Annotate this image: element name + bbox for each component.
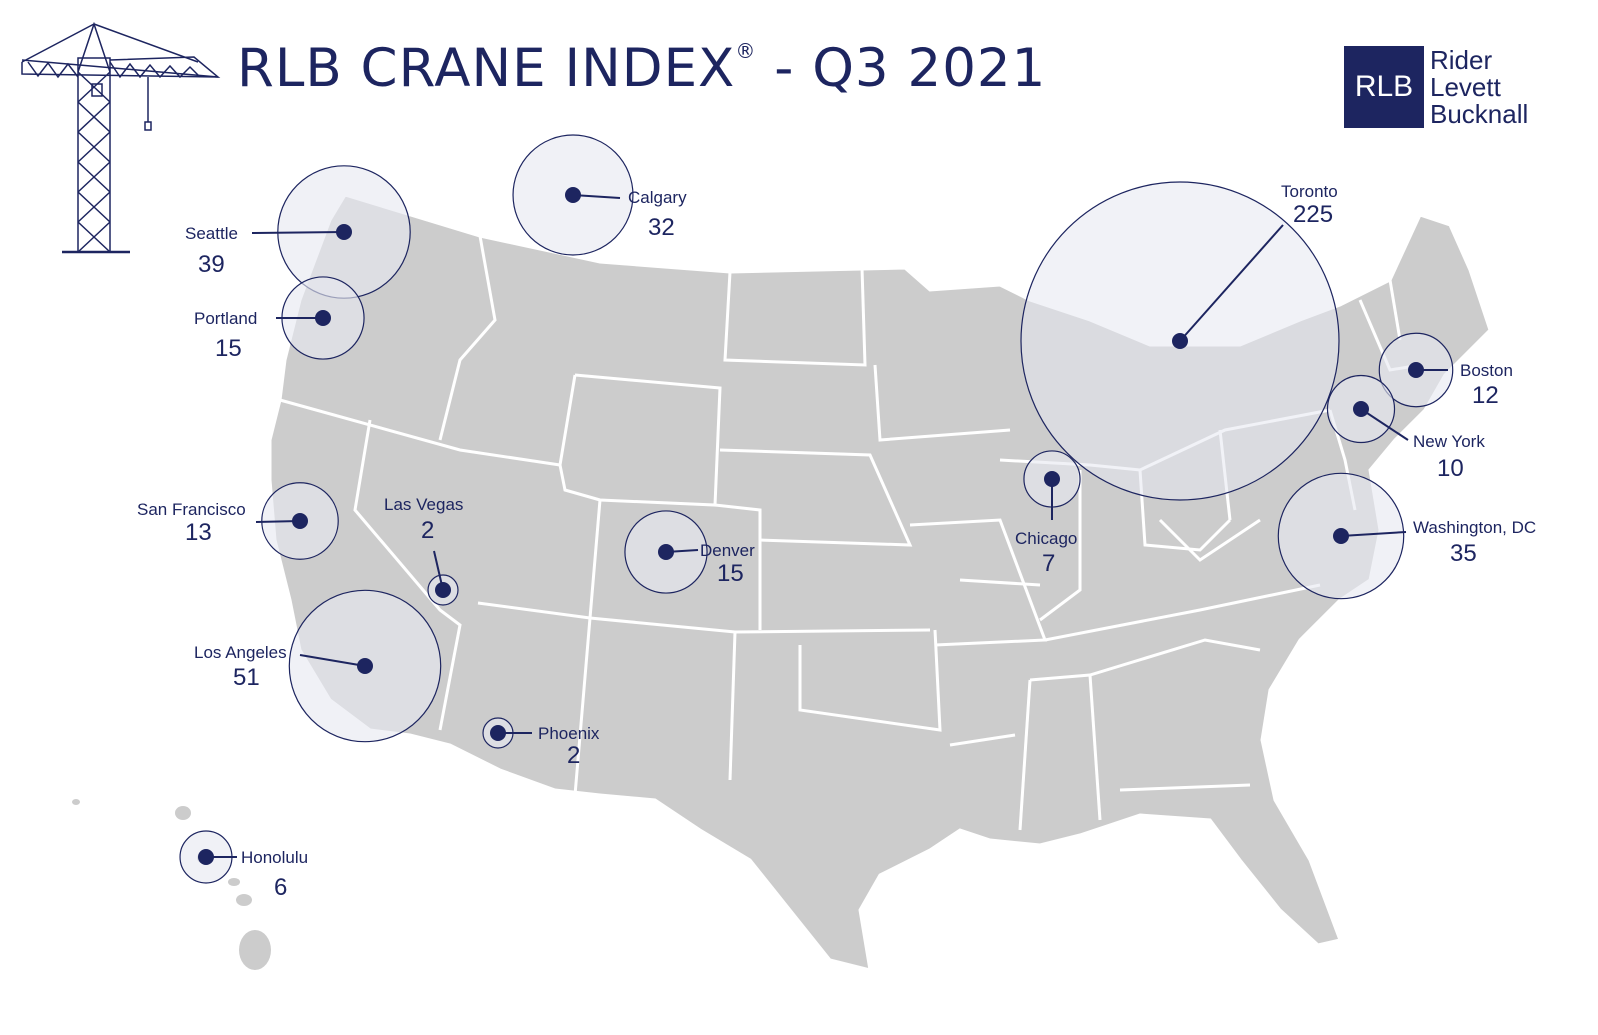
logo-abbrev: RLB — [1344, 46, 1424, 128]
city-count-seattle: 39 — [198, 251, 225, 278]
city-name-calgary: Calgary — [628, 188, 687, 207]
city-count-san-francisco: 13 — [185, 519, 212, 546]
leader-line-new-york — [1360, 408, 1409, 441]
leader-line-los-angeles — [299, 654, 366, 667]
city-name-washington-dc: Washington, DC — [1413, 518, 1537, 537]
logo-words: Rider Levett Bucknall — [1424, 46, 1528, 128]
city-dot-seattle — [336, 224, 352, 240]
city-count-toronto: 225 — [1293, 201, 1334, 228]
city-count-portland: 15 — [215, 335, 242, 362]
registered-mark: ® — [735, 39, 757, 63]
city-count-new-york: 10 — [1437, 455, 1464, 482]
city-name-honolulu: Honolulu — [241, 848, 309, 867]
city-count-boston: 12 — [1472, 382, 1499, 409]
city-dot-washington-dc — [1333, 528, 1349, 544]
city-name-toronto: Toronto — [1281, 182, 1338, 201]
city-dot-phoenix — [490, 725, 506, 741]
city-dot-los-angeles — [357, 658, 373, 674]
crane-icon — [21, 22, 221, 254]
city-name-portland: Portland — [194, 309, 258, 328]
city-dot-honolulu — [198, 849, 214, 865]
bubble-layer — [179, 134, 1454, 884]
city-dot-boston — [1408, 362, 1424, 378]
city-name-seattle: Seattle — [185, 224, 238, 243]
city-count-chicago: 7 — [1042, 550, 1056, 577]
city-count-denver: 15 — [717, 560, 744, 587]
city-name-los-angeles: Los Angeles — [194, 643, 287, 662]
city-name-new-york: New York — [1413, 432, 1485, 451]
logo-word-bucknall: Bucknall — [1430, 98, 1529, 129]
city-count-los-angeles: 51 — [233, 664, 260, 691]
city-dot-las-vegas — [435, 582, 451, 598]
city-dot-denver — [658, 544, 674, 560]
city-count-washington-dc: 35 — [1450, 540, 1477, 567]
rlb-logo: RLB Rider Levett Bucknall — [1344, 46, 1528, 128]
title-main: RLB CRANE INDEX — [237, 38, 736, 99]
city-name-san-francisco: San Francisco — [137, 500, 246, 519]
hawaii-islands — [72, 799, 271, 970]
city-name-denver: Denver — [700, 541, 755, 560]
city-count-honolulu: 6 — [274, 874, 288, 901]
city-dot-calgary — [565, 187, 581, 203]
city-dot-portland — [315, 310, 331, 326]
city-name-boston: Boston — [1460, 361, 1513, 380]
city-name-phoenix: Phoenix — [538, 724, 600, 743]
title-suffix: - Q3 2021 — [756, 38, 1047, 99]
city-dot-chicago — [1044, 471, 1060, 487]
logo-word-levett: Levett — [1430, 71, 1501, 102]
city-count-calgary: 32 — [648, 214, 675, 241]
leader-line-seattle — [251, 231, 345, 234]
city-dot-san-francisco — [292, 513, 308, 529]
city-name-chicago: Chicago — [1015, 529, 1078, 548]
city-count-las-vegas: 2 — [421, 517, 435, 544]
leader-line-toronto — [1179, 224, 1284, 342]
logo-word-rider: Rider — [1430, 44, 1493, 75]
page-title: RLB CRANE INDEX® - Q3 2021 — [237, 38, 1046, 99]
city-dot-toronto — [1172, 333, 1188, 349]
city-count-phoenix: 2 — [567, 742, 581, 769]
leader-line-washington-dc — [1340, 531, 1407, 537]
city-dot-new-york — [1353, 401, 1369, 417]
city-name-las-vegas: Las Vegas — [384, 495, 464, 514]
